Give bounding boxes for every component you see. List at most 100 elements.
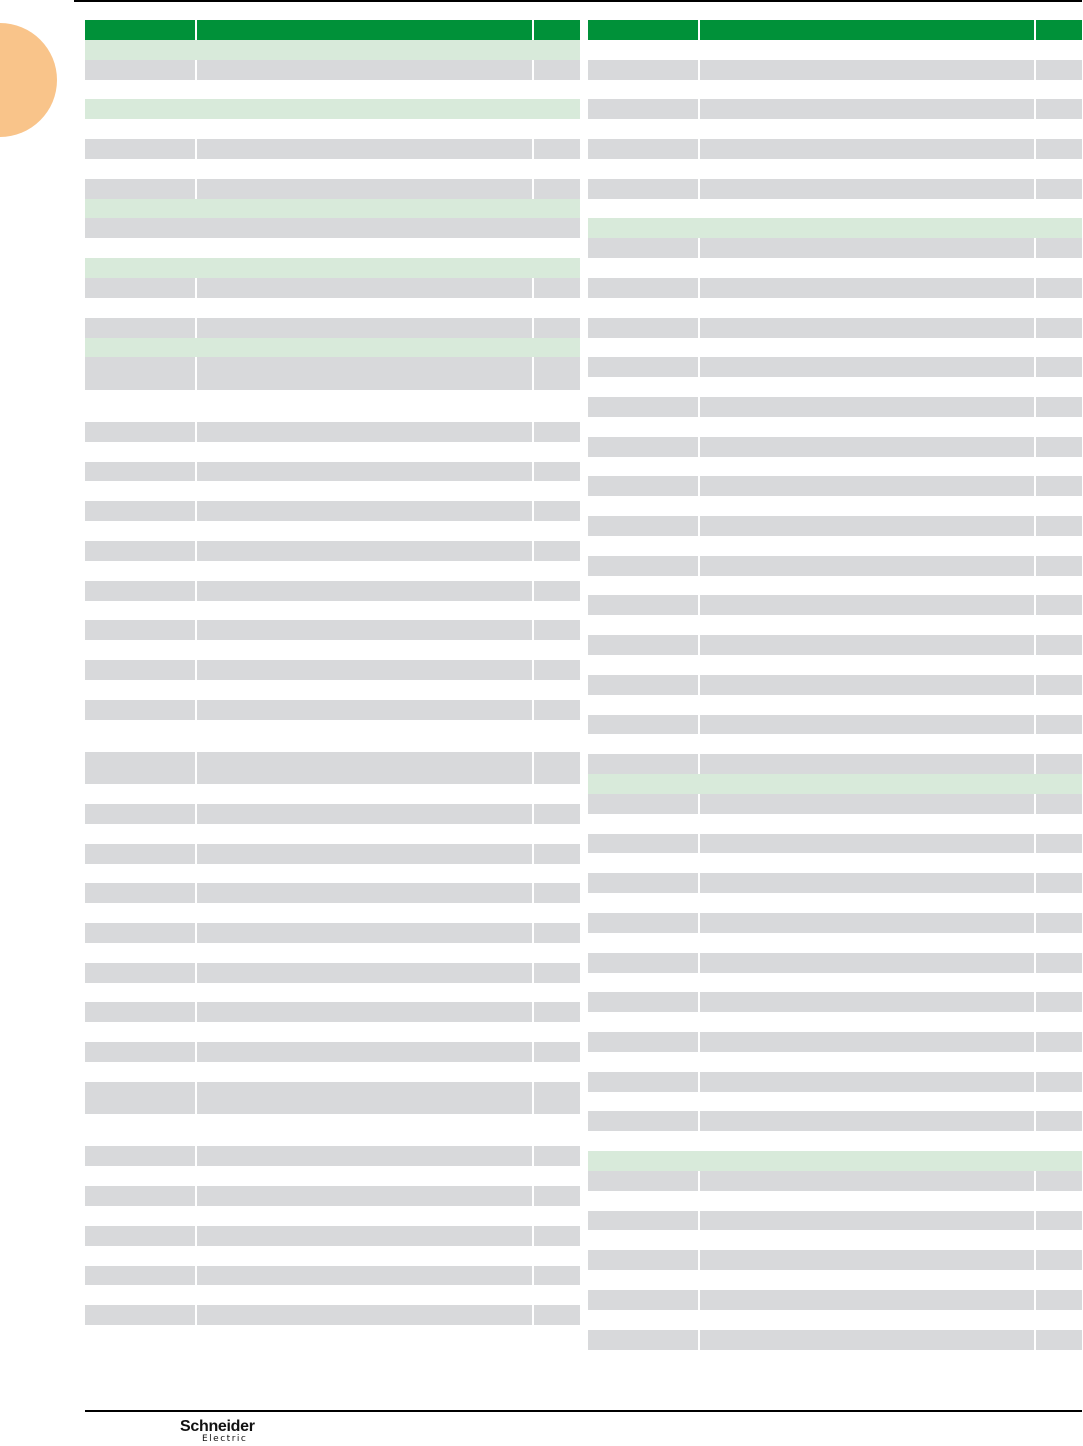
table-cell	[588, 714, 698, 735]
table-cell	[85, 297, 195, 318]
table-cell	[700, 1250, 1034, 1271]
table-cell	[1036, 337, 1082, 358]
table-cell	[85, 1062, 195, 1082]
table-cell	[1036, 277, 1082, 298]
table-cell	[588, 1230, 698, 1251]
table-cell	[588, 1131, 698, 1152]
table-cell	[700, 615, 1034, 636]
table-cell	[700, 1170, 1034, 1191]
table-row	[588, 357, 1082, 378]
table-cell	[700, 992, 1034, 1013]
table-cell	[588, 694, 698, 715]
table-cell	[1036, 99, 1082, 120]
table-cell	[700, 912, 1034, 933]
table-cell	[197, 297, 532, 318]
table-cell	[85, 640, 195, 661]
table-cell	[534, 1245, 580, 1266]
table-cell	[588, 337, 698, 358]
table-cell	[85, 784, 195, 805]
table-cell	[534, 962, 580, 983]
table-row	[85, 982, 580, 1003]
section-row	[588, 1151, 1082, 1171]
table-cell	[1036, 595, 1082, 616]
table-row	[588, 238, 1082, 259]
table-cell	[588, 555, 698, 576]
table-cell	[197, 1002, 532, 1023]
table-cell	[197, 580, 532, 601]
table-cell	[197, 238, 532, 259]
table-cell	[534, 903, 580, 924]
table-cell	[197, 640, 532, 661]
table-cell	[700, 1230, 1034, 1251]
table-cell	[197, 421, 532, 442]
table-cell	[1036, 1210, 1082, 1231]
table-cell	[534, 883, 580, 904]
table-cell	[1036, 1131, 1082, 1152]
table-cell	[197, 804, 532, 824]
table-cell	[85, 942, 195, 963]
table-cell	[197, 1305, 532, 1326]
table-header	[85, 20, 580, 40]
table-cell	[700, 178, 1034, 199]
table-cell	[588, 1111, 698, 1132]
table-cell	[588, 853, 698, 874]
table-row	[85, 863, 580, 884]
table-row	[588, 932, 1082, 953]
table-cell	[1036, 575, 1082, 596]
table-cell	[700, 635, 1034, 655]
table-cell	[588, 79, 698, 100]
table-cell	[534, 1265, 580, 1286]
table-cell	[700, 337, 1034, 358]
table-row	[588, 714, 1082, 735]
table-row	[85, 158, 580, 179]
table-cell	[197, 1225, 532, 1246]
logo-line-2: Electric	[202, 1434, 248, 1444]
table-cell	[534, 1166, 580, 1187]
table-cell	[197, 942, 532, 963]
table-cell	[534, 923, 580, 943]
table-row	[85, 942, 580, 963]
table-cell	[85, 139, 195, 159]
table-row	[85, 521, 580, 541]
table-cell	[1036, 79, 1082, 100]
table-row	[85, 178, 580, 199]
table-row	[85, 660, 580, 680]
table-cell	[1036, 1051, 1082, 1072]
table-cell	[700, 79, 1034, 100]
table-cell	[534, 863, 580, 884]
table-cell	[1036, 535, 1082, 556]
table-cell	[85, 923, 195, 943]
table-row	[85, 843, 580, 864]
section-row	[588, 218, 1082, 239]
table-cell	[85, 1114, 195, 1147]
table-row	[85, 441, 580, 462]
table-cell	[534, 679, 580, 700]
table-cell	[85, 560, 195, 581]
table-row	[588, 496, 1082, 517]
table-row	[85, 620, 580, 641]
table-cell	[588, 1270, 698, 1290]
table-cell	[197, 541, 532, 561]
table-cell	[197, 843, 532, 864]
table-cell	[1036, 238, 1082, 259]
table-row	[85, 357, 580, 390]
table-row	[588, 476, 1082, 497]
table-cell	[700, 694, 1034, 715]
table-row	[588, 1230, 1082, 1251]
table-cell	[197, 501, 532, 522]
table-row	[588, 377, 1082, 398]
table-cell	[197, 784, 532, 805]
table-cell	[534, 481, 580, 502]
table-row	[588, 912, 1082, 933]
table-row	[588, 337, 1082, 358]
table-cell	[197, 719, 532, 752]
table-cell	[534, 942, 580, 963]
table-cell	[85, 317, 195, 338]
table-cell	[700, 1210, 1034, 1231]
table-cell	[588, 535, 698, 556]
table-row	[588, 119, 1082, 140]
table-cell	[588, 59, 698, 80]
table-cell	[700, 1051, 1034, 1072]
table-row	[85, 501, 580, 522]
table-cell	[85, 982, 195, 1003]
